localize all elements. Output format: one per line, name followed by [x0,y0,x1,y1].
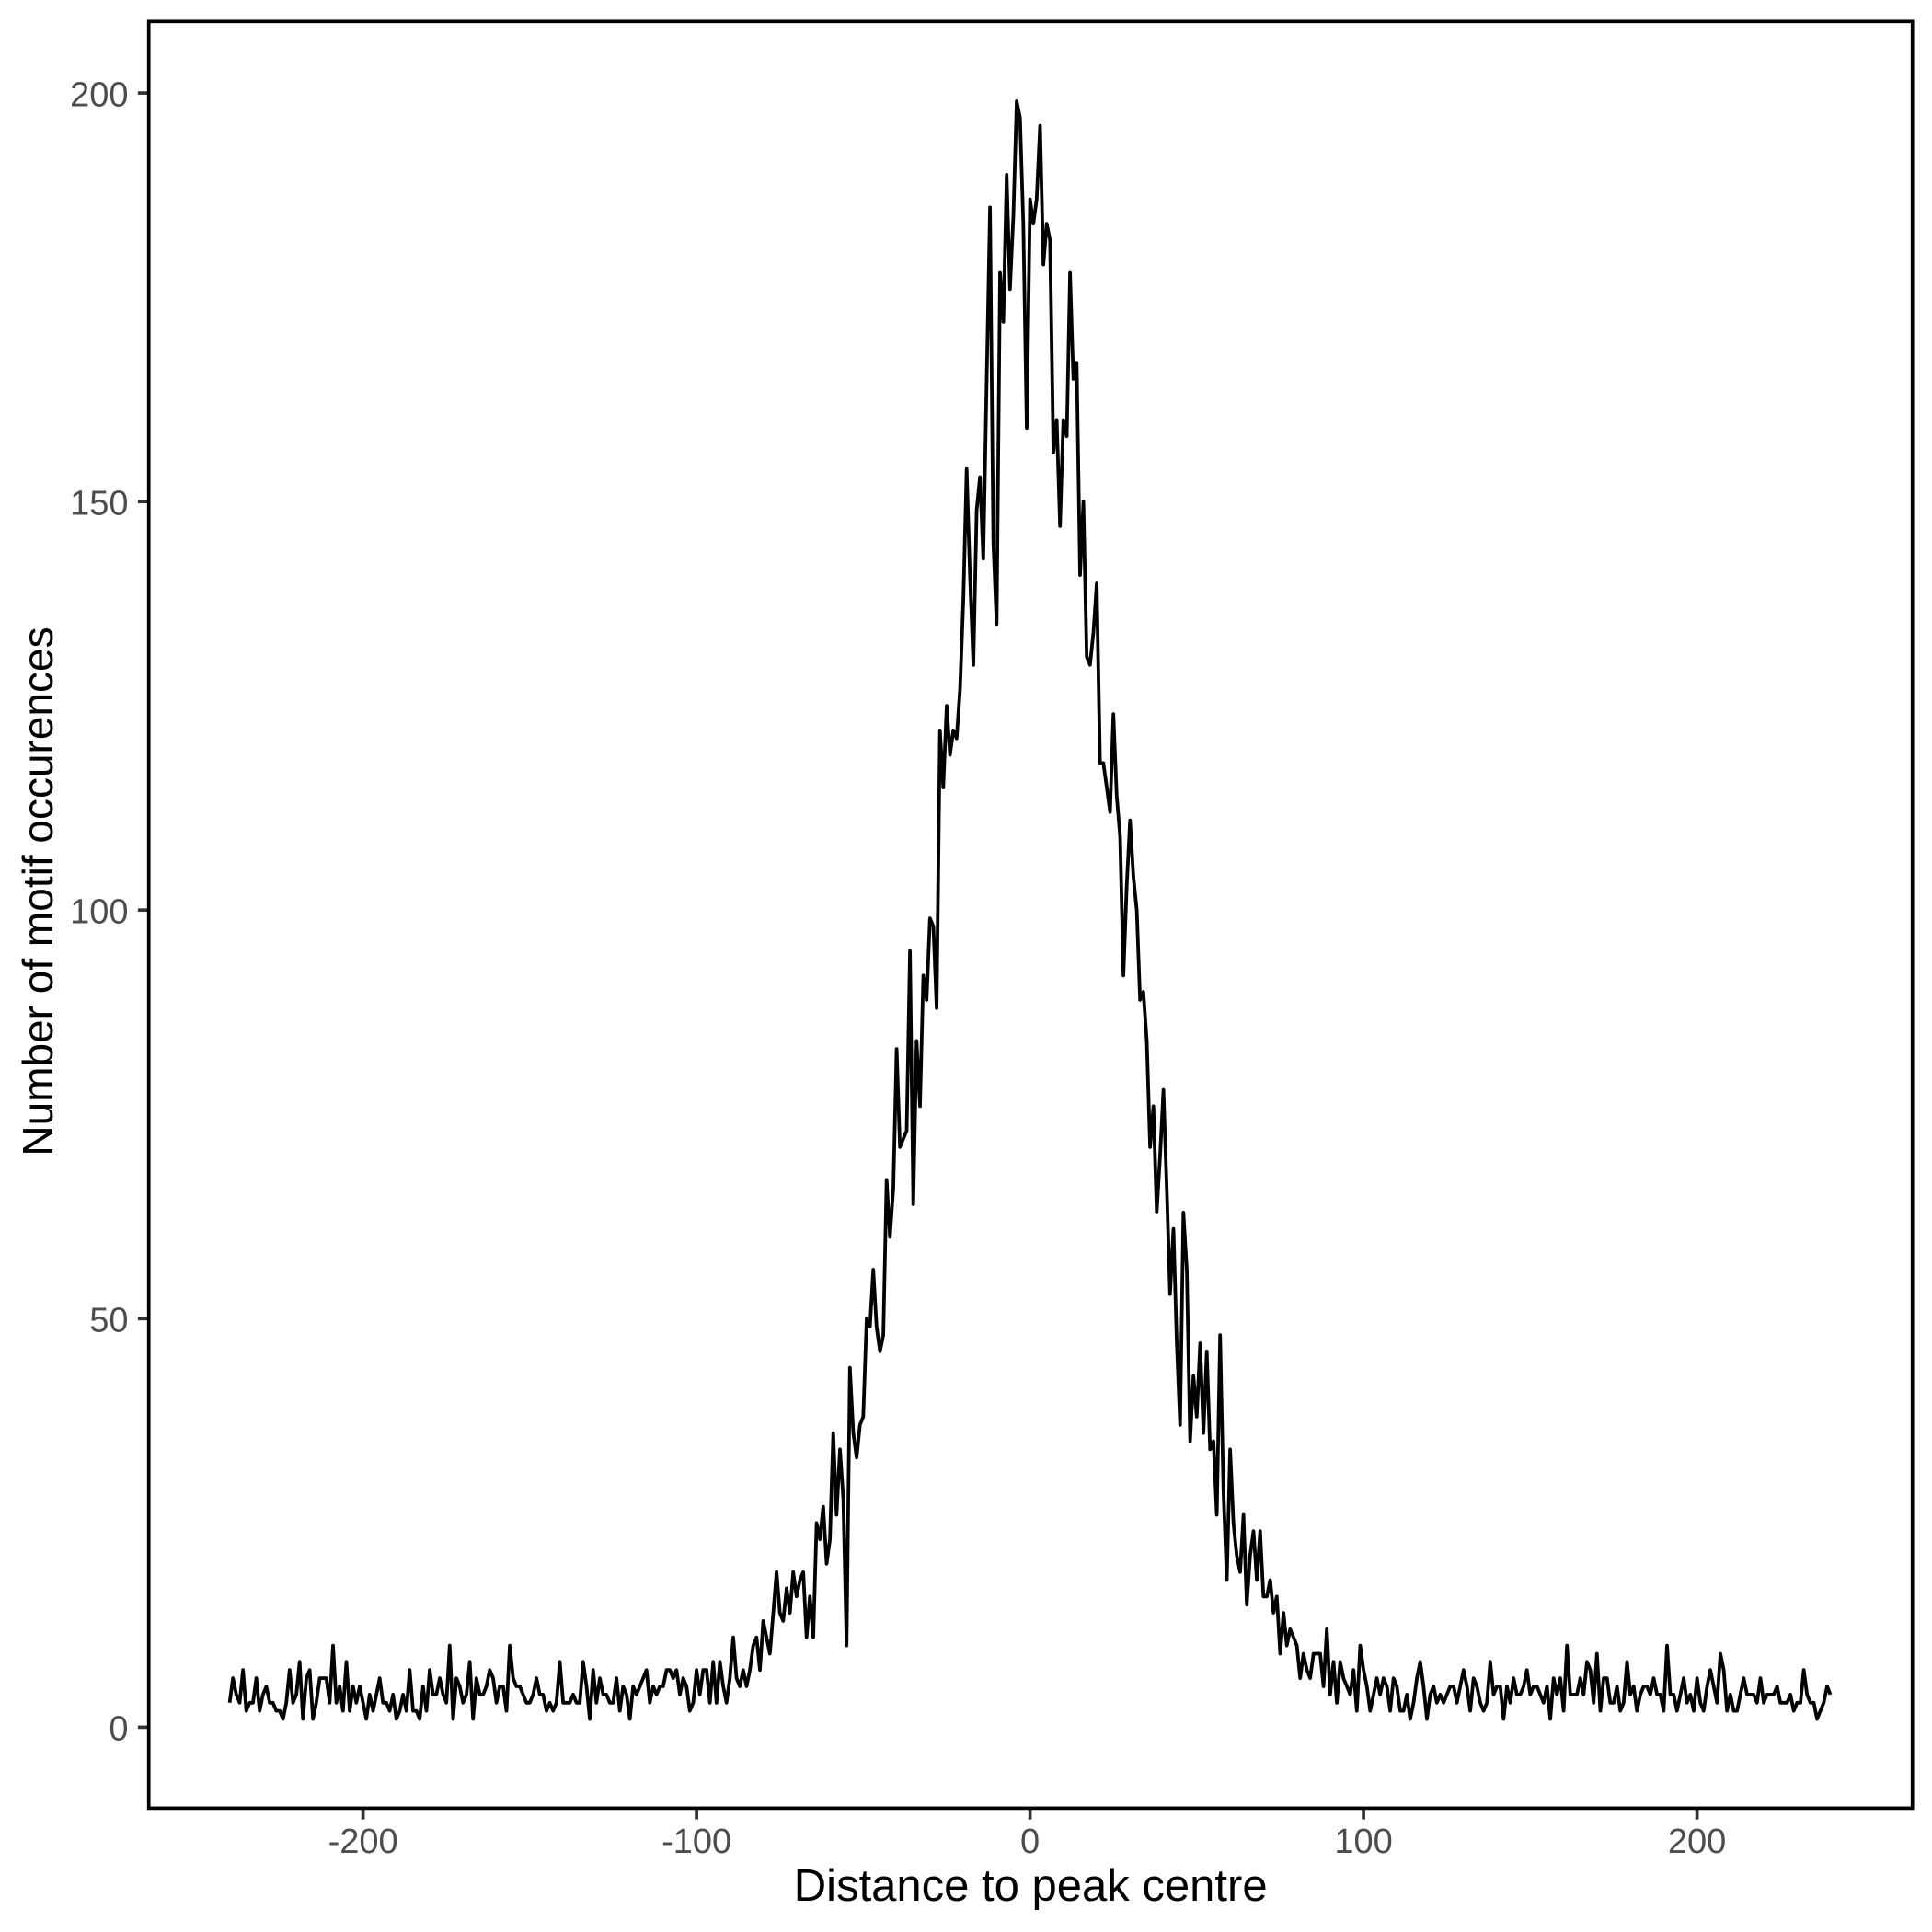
svg-text:200: 200 [1668,1823,1726,1861]
svg-text:50: 50 [89,1302,128,1340]
svg-text:150: 150 [70,484,128,523]
svg-text:200: 200 [70,75,128,114]
svg-text:0: 0 [109,1710,128,1749]
svg-text:-200: -200 [328,1823,398,1861]
svg-text:Distance to peak centre: Distance to peak centre [794,1861,1268,1911]
svg-text:-100: -100 [661,1823,731,1861]
svg-text:100: 100 [70,892,128,931]
svg-text:Number of motif occurences: Number of motif occurences [14,627,62,1156]
svg-text:100: 100 [1334,1823,1392,1861]
svg-text:0: 0 [1020,1823,1040,1861]
